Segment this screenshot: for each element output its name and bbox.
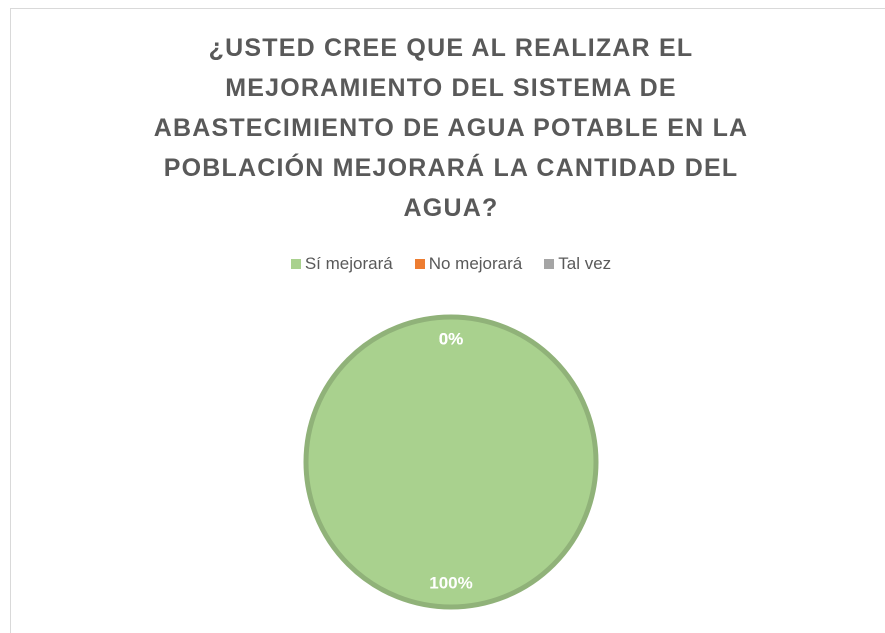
legend-label: Sí mejorará bbox=[304, 254, 393, 273]
legend-item: Sí mejorará bbox=[290, 254, 393, 274]
legend-swatch bbox=[414, 259, 425, 269]
data-label: 100% bbox=[429, 573, 472, 592]
pie-slice bbox=[303, 314, 599, 610]
legend-swatch bbox=[544, 259, 555, 269]
legend-swatch bbox=[290, 259, 301, 269]
legend-item: Tal vez bbox=[544, 254, 611, 274]
data-label: 0% bbox=[439, 330, 464, 349]
chart-title: ¿USTED CREE QUE AL REALIZAR EL MEJORAMIE… bbox=[153, 34, 749, 222]
chart-frame bbox=[10, 8, 885, 633]
legend-item: No mejorará bbox=[414, 254, 523, 274]
data-label: 0% bbox=[439, 330, 464, 349]
legend-label: No mejorará bbox=[428, 254, 523, 273]
legend: Sí mejorará No mejorará Tal vez bbox=[0, 254, 885, 274]
legend-label: Tal vez bbox=[558, 254, 612, 273]
